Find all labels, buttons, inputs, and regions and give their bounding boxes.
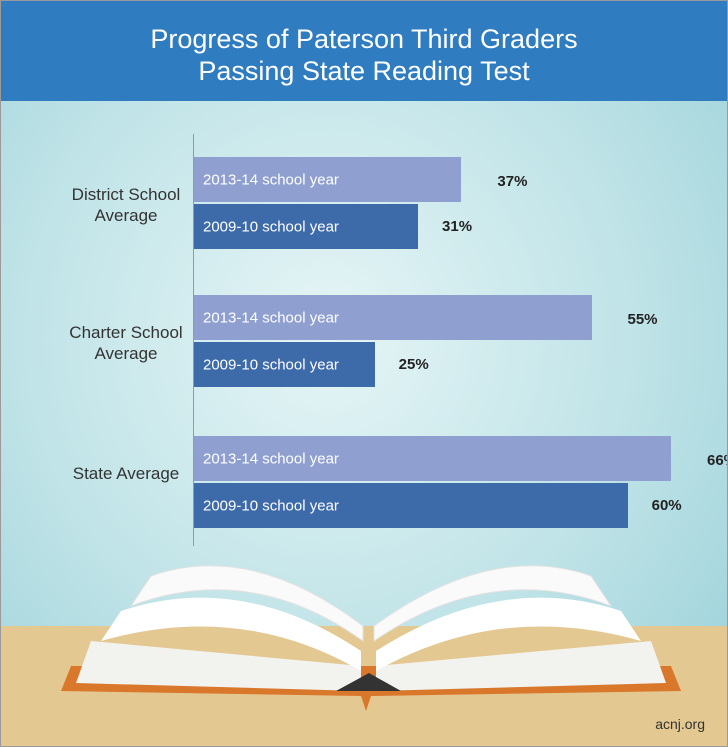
value-label: 66%: [707, 452, 727, 469]
series-label: 2009-10 school year: [203, 218, 339, 235]
axis-line: [193, 134, 194, 546]
value-label: 31%: [442, 218, 473, 235]
chart-title: Progress of Paterson Third Graders Passi…: [150, 24, 578, 86]
value-label: 55%: [627, 311, 658, 328]
bar: 2009-10 school year: [194, 483, 628, 528]
value-label: 60%: [651, 497, 682, 514]
bar: 2009-10 school year: [194, 342, 375, 387]
series-label: 2013-14 school year: [203, 171, 339, 188]
series-label: 2009-10 school year: [203, 497, 339, 514]
value-label: 25%: [398, 356, 429, 373]
series-label: 2013-14 school year: [203, 450, 339, 467]
source: acnj.org: [655, 716, 705, 732]
bar: 2009-10 school year: [194, 204, 419, 249]
bar: 2013-14 school year: [194, 436, 671, 481]
series-label: 2009-10 school year: [203, 356, 339, 373]
category-label: State Average: [72, 464, 180, 483]
bar: 2013-14 school year: [194, 295, 592, 340]
category-label: Charter School Average: [69, 323, 183, 363]
value-label: 37%: [497, 173, 528, 190]
bar: 2013-14 school year: [194, 157, 462, 202]
series-label: 2013-14 school year: [203, 309, 339, 326]
header: [1, 1, 727, 101]
category-label: District School Average: [71, 185, 181, 225]
